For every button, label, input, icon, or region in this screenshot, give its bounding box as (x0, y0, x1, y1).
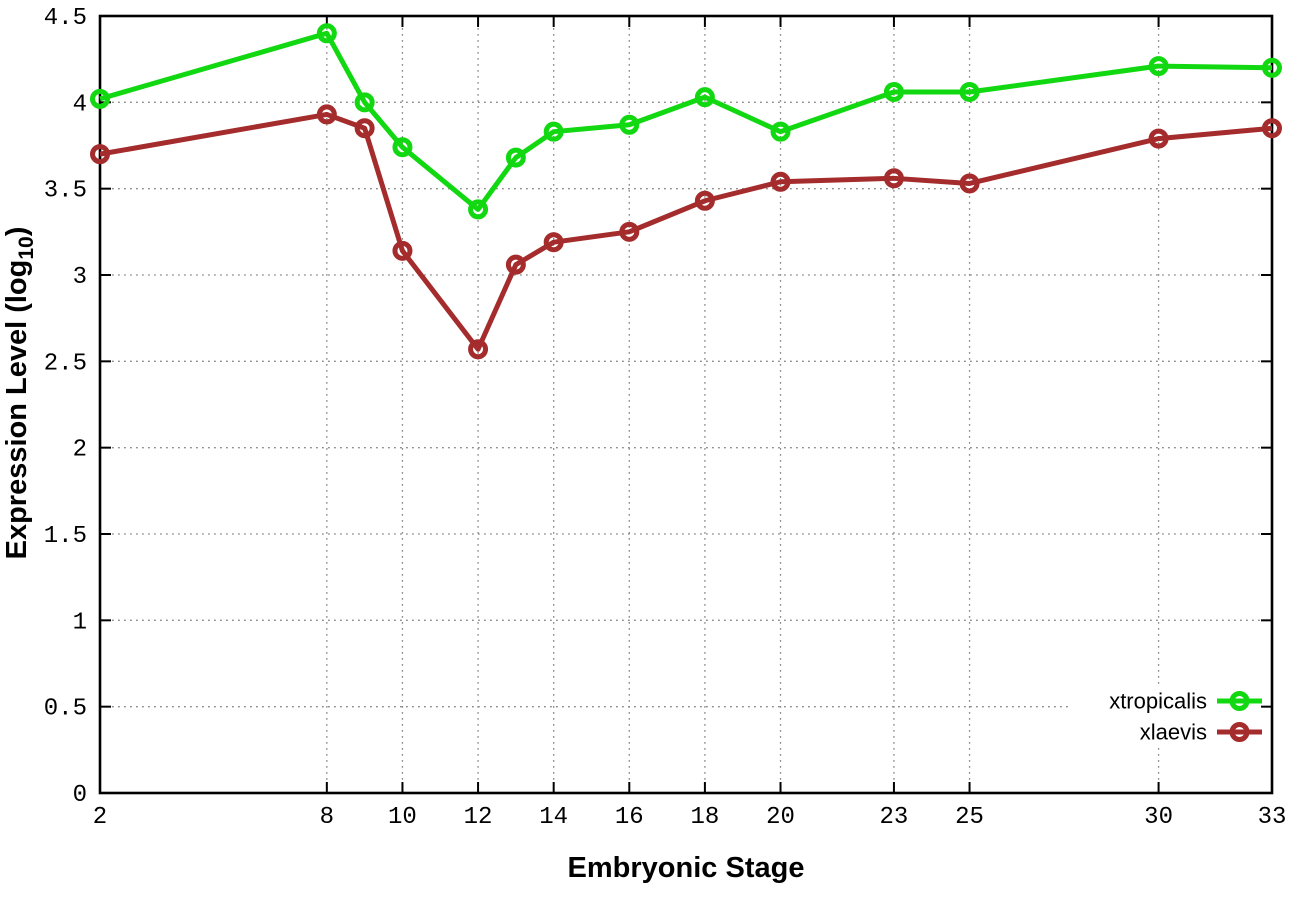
data-point-marker (959, 173, 980, 194)
x-tick-labels: 2 8 10 12 14 16 18 20 23 25 30 33 (93, 804, 1287, 831)
data-point-marker (392, 137, 413, 158)
data-point-marker (354, 118, 375, 139)
data-point-marker (505, 147, 526, 168)
data-point-marker (1148, 128, 1169, 149)
y-tick-label: 1 (73, 609, 87, 636)
x-tick-label: 33 (1258, 804, 1287, 831)
data-point-marker (468, 339, 489, 360)
legend-label: xtropicalis (1109, 689, 1207, 714)
data-point-marker (468, 199, 489, 220)
y-tick-label: 4 (73, 91, 87, 118)
x-tick-label: 12 (464, 804, 493, 831)
x-tick-label: 23 (880, 804, 909, 831)
data-point-marker (619, 114, 640, 135)
legend-label: xlaevis (1140, 720, 1207, 745)
x-axis-title: Embryonic Stage (568, 852, 805, 884)
data-point-marker (316, 104, 337, 125)
y-tick-label: 4.5 (44, 5, 87, 32)
x-tick-label: 25 (955, 804, 984, 831)
grid-lines (100, 16, 1272, 793)
data-point-marker (1262, 118, 1282, 139)
x-tick-label: 30 (1144, 804, 1173, 831)
data-point-marker (1262, 57, 1282, 78)
legend: xtropicalis xlaevis (1109, 689, 1262, 745)
x-tick-label: 2 (93, 804, 107, 831)
data-point-marker (392, 240, 413, 261)
data-point-marker (883, 81, 904, 102)
x-tick-label: 18 (690, 804, 719, 831)
data-point-marker (543, 121, 564, 142)
y-tick-label: 3 (73, 264, 87, 291)
legend-entry-xtropicalis: xtropicalis (1109, 689, 1262, 714)
data-point-marker (1148, 56, 1169, 77)
legend-sample-marker (1229, 691, 1250, 711)
y-tick-label: 0.5 (44, 696, 87, 723)
x-tick-label: 10 (388, 804, 417, 831)
data-point-marker (354, 92, 375, 113)
plot-border (98, 14, 1274, 795)
y-tick-labels: 0 0.5 1 1.5 2 2.5 3 3.5 4 4.5 (44, 5, 87, 809)
x-tick-label: 8 (320, 804, 334, 831)
y-axis-title-close: ) (1, 227, 33, 237)
x-tick-label: 16 (615, 804, 644, 831)
y-tick-label: 3.5 (44, 178, 87, 205)
y-tick-label: 0 (73, 782, 87, 809)
y-axis-title: Expression Level (log10) (1, 227, 38, 560)
data-point-marker (770, 121, 791, 142)
data-point-marker (316, 23, 337, 44)
series-xtropicalis (90, 23, 1282, 220)
y-axis-title-main: Expression Level (log (1, 260, 33, 560)
y-tick-label: 2.5 (44, 350, 87, 377)
data-point-marker (959, 81, 980, 102)
y-tick-label: 2 (73, 437, 87, 464)
data-point-marker (694, 190, 715, 211)
series-line (99, 111, 1273, 352)
series-xlaevis (90, 104, 1282, 360)
legend-entry-xlaevis: xlaevis (1140, 720, 1262, 745)
data-point-marker (543, 232, 564, 253)
y-axis-title-subscript: 10 (15, 236, 38, 259)
data-point-marker (770, 171, 791, 192)
plot-axes (98, 14, 1274, 795)
data-point-marker (694, 87, 715, 108)
x-tick-label: 14 (539, 804, 568, 831)
y-tick-label: 1.5 (44, 523, 87, 550)
data-point-marker (90, 88, 110, 109)
data-point-marker (883, 168, 904, 189)
chart-root: 2 8 10 12 14 16 18 20 23 25 30 33 0 0.5 1 1.5 2 2.5 3 3.5 4 4… (44, 5, 1287, 831)
legend-sample-marker (1229, 722, 1250, 742)
data-point-marker (90, 144, 110, 165)
x-tick-label: 20 (766, 804, 795, 831)
data-point-marker (505, 254, 526, 275)
data-point-marker (619, 221, 640, 242)
